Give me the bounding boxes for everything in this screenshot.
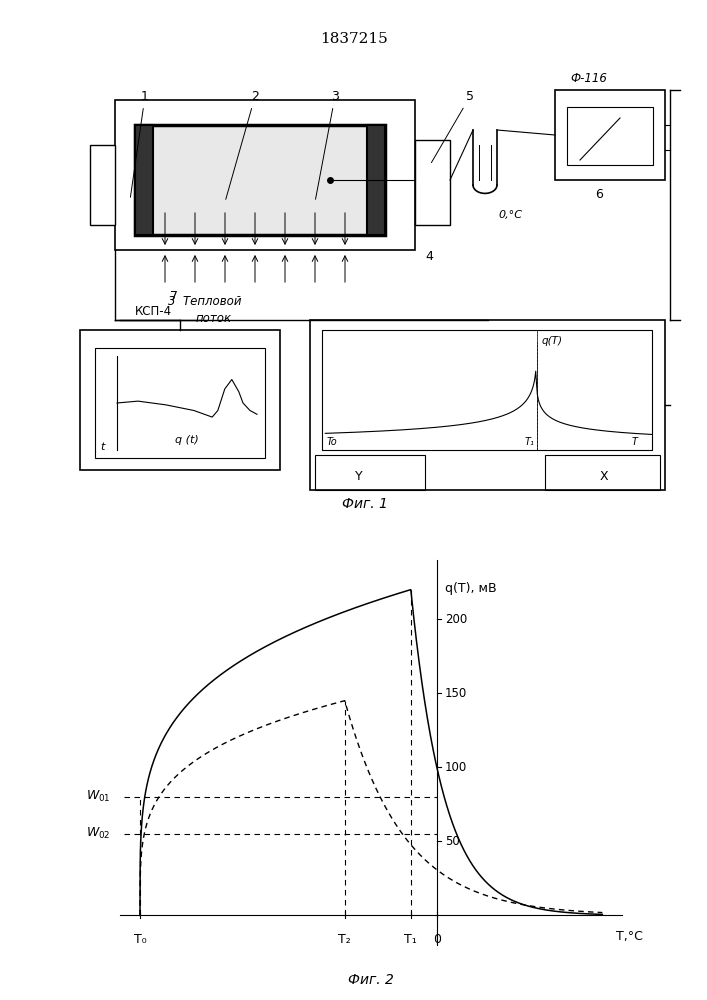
Bar (90, 145, 115, 225)
Bar (322, 330, 652, 450)
Text: X: X (600, 470, 609, 483)
Text: 7: 7 (170, 290, 178, 303)
Bar (95, 348, 265, 458)
Text: 4: 4 (425, 250, 433, 263)
Bar (555, 90, 665, 180)
Text: To: To (327, 437, 338, 447)
Text: $W_{02}$: $W_{02}$ (86, 826, 110, 841)
Text: 100: 100 (445, 761, 467, 774)
Bar (135, 125, 385, 235)
Text: T,°С: T,°С (616, 930, 643, 943)
Text: 3  Тепловой: 3 Тепловой (168, 295, 242, 308)
Text: T₂: T₂ (339, 933, 351, 946)
Text: 1: 1 (130, 90, 149, 197)
Text: $W_{01}$: $W_{01}$ (86, 789, 110, 804)
Bar (367, 125, 385, 235)
Bar (545, 455, 660, 490)
Text: q (t): q (t) (175, 435, 199, 445)
Text: 2: 2 (226, 90, 259, 199)
Text: 50: 50 (445, 835, 460, 848)
Text: Фиг. 1: Фиг. 1 (342, 497, 388, 511)
Text: Фиг. 2: Фиг. 2 (349, 972, 394, 986)
Text: T₁: T₁ (404, 933, 417, 946)
Text: T₀: T₀ (134, 933, 146, 946)
Text: 5: 5 (431, 90, 474, 163)
Bar (315, 455, 425, 490)
Text: T: T (632, 437, 638, 447)
Bar (115, 100, 415, 250)
Text: 6: 6 (595, 188, 603, 201)
Bar (80, 330, 280, 470)
Text: 0,°С: 0,°С (498, 210, 522, 220)
Text: T₁: T₁ (525, 437, 534, 447)
Text: 150: 150 (445, 687, 467, 700)
Text: 0: 0 (433, 933, 441, 946)
Text: 3: 3 (315, 90, 339, 199)
Text: q(T): q(T) (542, 336, 563, 346)
Text: 200: 200 (445, 613, 467, 626)
Bar (135, 125, 153, 235)
Text: Ф-116: Ф-116 (570, 72, 607, 85)
Text: КСП-4: КСП-4 (135, 305, 172, 318)
Bar (567, 107, 653, 165)
Bar (310, 320, 665, 490)
Bar (415, 140, 450, 225)
Text: Y: Y (355, 470, 363, 483)
Text: поток: поток (196, 312, 232, 325)
Text: t: t (100, 442, 105, 452)
Text: q(T), мВ: q(T), мВ (445, 582, 497, 595)
Text: 1837215: 1837215 (320, 32, 387, 46)
